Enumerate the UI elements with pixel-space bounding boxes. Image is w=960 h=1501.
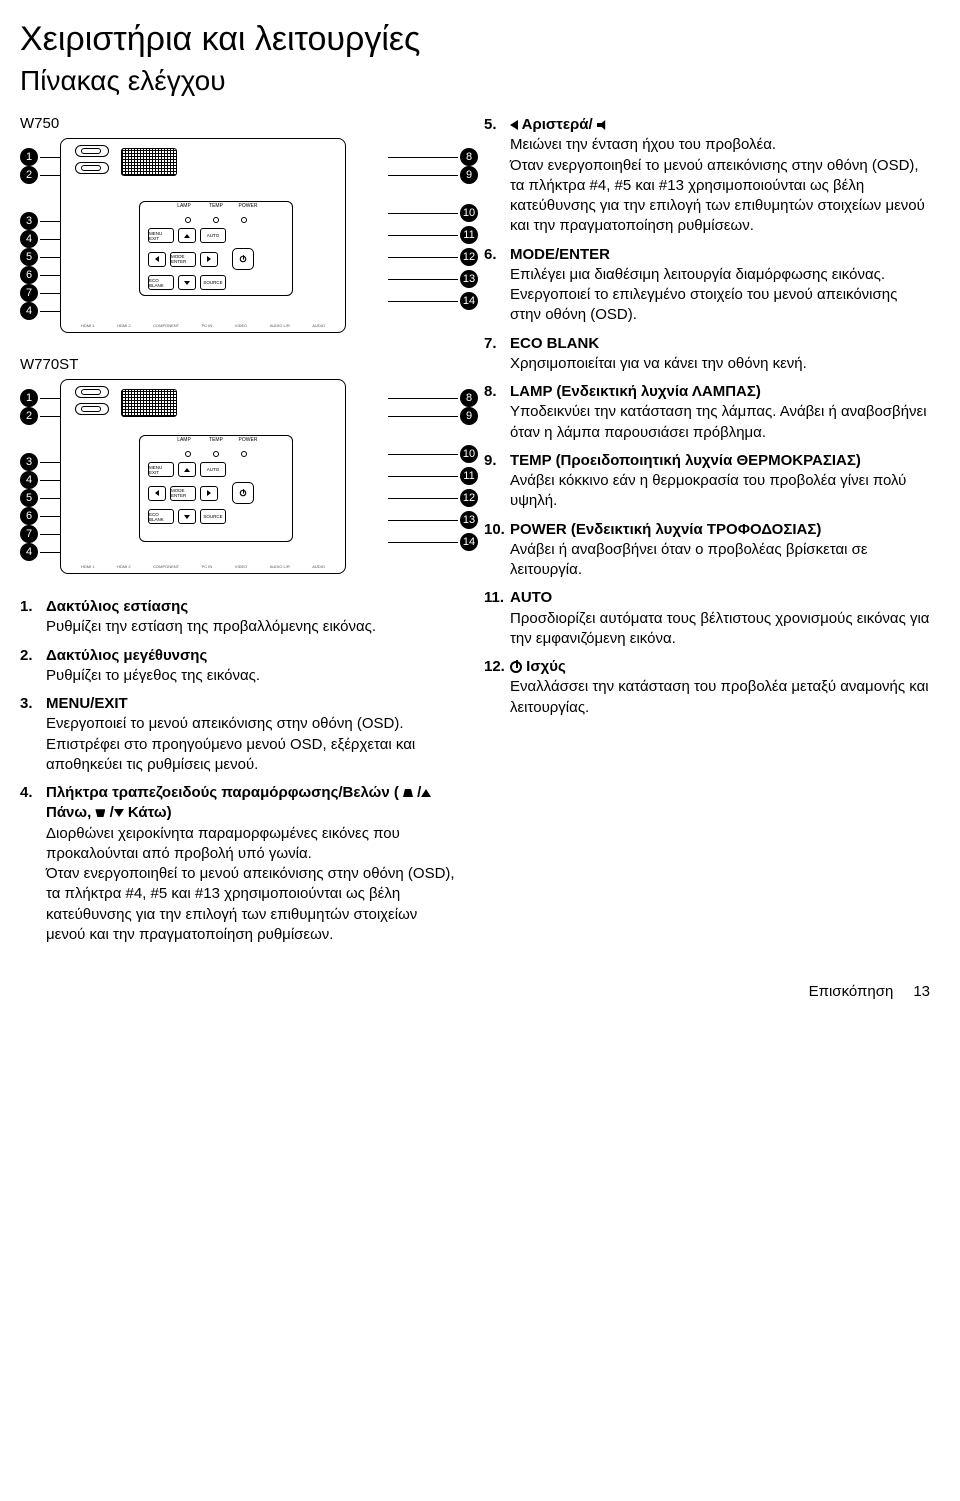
source-button: SOURCE [200, 275, 226, 290]
left-button [148, 486, 166, 501]
page-footer: Επισκόπηση 13 [20, 983, 930, 1000]
list-item: 10.POWER (Ενδεικτική λυχνία ΤΡΟΦΟΔΟΣΙΑΣ)… [484, 520, 930, 581]
page-subtitle: Πίνακας ελέγχου [20, 65, 930, 97]
callout-bubble: 2 [20, 407, 38, 425]
callout-bubble: 8 [460, 148, 478, 166]
callout-bubble: 13 [460, 270, 478, 288]
left-button [148, 252, 166, 267]
callout-bubble: 9 [460, 407, 478, 425]
left-definitions: 1.Δακτύλιος εστίασηςΡυθμίζει την εστίαση… [20, 597, 460, 945]
callout-bubble: 3 [20, 212, 38, 230]
callout-bubble: 6 [20, 507, 38, 525]
callout-bubble: 4 [20, 471, 38, 489]
page-title: Χειριστήρια και λειτουργίες [20, 20, 930, 59]
source-button: SOURCE [200, 509, 226, 524]
callout-bubble: 10 [460, 204, 478, 222]
up-button [178, 462, 196, 477]
list-item: 12. ΙσχύςΕναλλάσσει την κατάσταση του πρ… [484, 657, 930, 718]
mode-enter-button: MODE ENTER [170, 252, 196, 267]
list-item: 6.MODE/ENTERΕπιλέγει μια διαθέσιμη λειτο… [484, 245, 930, 326]
callout-bubble: 5 [20, 248, 38, 266]
callout-bubble: 7 [20, 284, 38, 302]
footer-section: Επισκόπηση [809, 983, 894, 1000]
list-item: 8.LAMP (Ενδεικτική λυχνία ΛΑΜΠΑΣ)Υποδεικ… [484, 382, 930, 443]
model-1-label: W750 [20, 115, 460, 132]
callout-bubble: 2 [20, 166, 38, 184]
eco-blank-button: ECO BLANK [148, 275, 174, 290]
callout-bubble: 13 [460, 511, 478, 529]
auto-button: AUTO [200, 228, 226, 243]
auto-button: AUTO [200, 462, 226, 477]
callout-bubble: 12 [460, 248, 478, 266]
callout-bubble: 8 [460, 389, 478, 407]
callout-bubble: 11 [460, 467, 478, 485]
right-definitions: 5. Αριστερά/ Μειώνει την ένταση ήχου του… [484, 115, 930, 718]
up-button [178, 228, 196, 243]
callout-bubble: 1 [20, 148, 38, 166]
right-button [200, 252, 218, 267]
menu-exit-button: MENU EXIT [148, 228, 174, 243]
diagram-w770st: 12345674891011121314 LAMP TEMP POWER MEN… [20, 379, 460, 579]
list-item: 9.TEMP (Προειδοποιητική λυχνία ΘΕΡΜΟΚΡΑΣ… [484, 451, 930, 512]
power-button [232, 248, 254, 270]
callout-bubble: 4 [20, 543, 38, 561]
callout-bubble: 9 [460, 166, 478, 184]
right-button [200, 486, 218, 501]
power-button [232, 482, 254, 504]
footer-page-number: 13 [913, 983, 930, 1000]
list-item: 7.ECO BLANKΧρησιμοποιείται για να κάνει … [484, 334, 930, 375]
down-button [178, 275, 196, 290]
callout-bubble: 4 [20, 302, 38, 320]
callout-bubble: 7 [20, 525, 38, 543]
callout-bubble: 11 [460, 226, 478, 244]
callout-bubble: 10 [460, 445, 478, 463]
menu-exit-button: MENU EXIT [148, 462, 174, 477]
list-item: 11.AUTOΠροσδιορίζει αυτόματα τους βέλτισ… [484, 588, 930, 649]
callout-bubble: 12 [460, 489, 478, 507]
eco-blank-button: ECO BLANK [148, 509, 174, 524]
callout-bubble: 5 [20, 489, 38, 507]
list-item: 5. Αριστερά/ Μειώνει την ένταση ήχου του… [484, 115, 930, 237]
list-item: 3.MENU/EXITΕνεργοποιεί το μενού απεικόνι… [20, 694, 460, 775]
callout-bubble: 14 [460, 292, 478, 310]
list-item: 4.Πλήκτρα τραπεζοειδούς παραμόρφωσης/Βελ… [20, 783, 460, 945]
callout-bubble: 4 [20, 230, 38, 248]
callout-bubble: 3 [20, 453, 38, 471]
list-item: 2.Δακτύλιος μεγέθυνσηςΡυθμίζει το μέγεθο… [20, 646, 460, 687]
down-button [178, 509, 196, 524]
callout-bubble: 1 [20, 389, 38, 407]
list-item: 1.Δακτύλιος εστίασηςΡυθμίζει την εστίαση… [20, 597, 460, 638]
diagram-w750: 12345674891011121314 LAMP TEMP POWER MEN… [20, 138, 460, 338]
mode-enter-button: MODE ENTER [170, 486, 196, 501]
callout-bubble: 6 [20, 266, 38, 284]
callout-bubble: 14 [460, 533, 478, 551]
model-2-label: W770ST [20, 356, 460, 373]
